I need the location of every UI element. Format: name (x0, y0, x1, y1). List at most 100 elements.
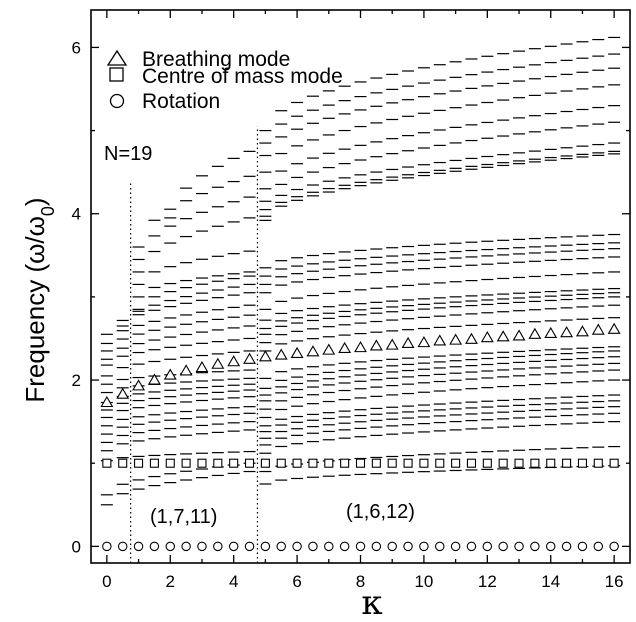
breathing-point (100, 395, 114, 408)
com-point (387, 458, 397, 468)
legend-label-rotation: Rotation (142, 90, 220, 113)
com-point (244, 458, 255, 468)
rotation-point (609, 541, 619, 552)
rotation-point (308, 541, 318, 552)
com-point (466, 458, 477, 468)
com-point (276, 458, 286, 468)
breathing-point (211, 357, 225, 369)
com-point (118, 458, 128, 468)
breathing-point (417, 336, 431, 348)
com-point (149, 458, 159, 468)
rotation-point (292, 541, 302, 552)
breathing-point (179, 364, 193, 376)
breathing-point (274, 348, 288, 360)
com-point (403, 458, 413, 468)
com-point (197, 458, 207, 468)
rotation-point (133, 541, 144, 552)
breathing-point (496, 330, 510, 342)
y-tick-label: 6 (72, 38, 81, 57)
rotation-point (149, 541, 160, 552)
rotation-point (165, 541, 176, 552)
x-tick-label: 12 (478, 572, 497, 591)
com-point (435, 458, 445, 468)
breathing-point (528, 327, 542, 339)
com-point (562, 458, 572, 468)
com-point (530, 458, 540, 468)
rotation-point (403, 541, 413, 552)
x-tick-label: 8 (356, 572, 365, 591)
breathing-point (116, 387, 130, 399)
com-point (419, 458, 429, 468)
com-point (546, 458, 556, 468)
rotation-point (498, 541, 508, 552)
com-point (134, 458, 144, 468)
x-tick-label: 10 (414, 572, 433, 591)
x-tick-label: 14 (541, 572, 560, 591)
com-point (451, 458, 461, 468)
com-point (102, 458, 112, 468)
breathing-point (512, 329, 526, 341)
rotation-point (276, 541, 286, 552)
com-point (498, 458, 508, 468)
breathing-point (163, 368, 177, 380)
breathing-point (354, 341, 367, 353)
y-tick-label: 0 (72, 537, 81, 556)
rotation-point (228, 541, 239, 552)
rotation-point (339, 541, 350, 552)
legend-square-marker (109, 67, 124, 82)
chart-marks (100, 36, 621, 563)
breathing-point (385, 338, 399, 350)
breathing-point (465, 332, 478, 344)
com-point (229, 458, 239, 468)
breathing-point (322, 343, 336, 355)
rotation-point (482, 541, 493, 552)
n-label: N=19 (104, 143, 152, 165)
com-point (181, 458, 191, 468)
com-point (355, 458, 366, 468)
breathing-point (147, 373, 161, 385)
com-point (482, 458, 492, 468)
rotation-point (545, 541, 556, 552)
rotation-point (324, 541, 334, 552)
legend-label-centre-of-mass: Centre of mass mode (142, 65, 343, 88)
axes: 0 2 4 6 8 10 12 14 16 0 2 4 6 (72, 10, 630, 591)
y-tick-label: 2 (72, 371, 81, 390)
breathing-point (575, 325, 589, 337)
x-tick-label: 6 (292, 572, 301, 591)
com-point (165, 458, 175, 468)
legend-circle-marker (109, 93, 125, 109)
rotation-point (514, 541, 524, 552)
x-tick-label: 2 (166, 572, 175, 591)
breathing-point (258, 350, 272, 362)
rotation-point (181, 541, 191, 552)
rotation-point (561, 541, 572, 552)
breathing-point (607, 322, 621, 334)
rotation-point (450, 541, 461, 552)
breathing-point (544, 326, 558, 339)
rotation-point (371, 541, 382, 552)
rotation-point (197, 541, 207, 552)
rotation-point (260, 541, 271, 552)
com-point (308, 458, 318, 468)
com-point (213, 458, 223, 468)
x-axis-label: κ (361, 583, 382, 622)
com-point (324, 458, 334, 468)
rotation-point (213, 541, 223, 552)
breathing-point (243, 352, 256, 364)
breathing-point (591, 323, 605, 335)
breathing-point (433, 334, 447, 346)
x-tick-label: 0 (102, 572, 111, 591)
rotation-point (117, 541, 128, 552)
breathing-point (449, 333, 463, 345)
breathing-point (132, 379, 146, 391)
rotation-point (244, 541, 255, 552)
breathing-point (480, 331, 494, 343)
breathing-point (290, 346, 304, 358)
com-point (292, 458, 302, 468)
x-tick-label: 4 (229, 572, 238, 591)
com-point (340, 458, 350, 468)
com-point (371, 458, 381, 468)
rotation-point (387, 541, 397, 552)
rotation-point (466, 541, 477, 552)
x-tick-label: 16 (605, 572, 624, 591)
